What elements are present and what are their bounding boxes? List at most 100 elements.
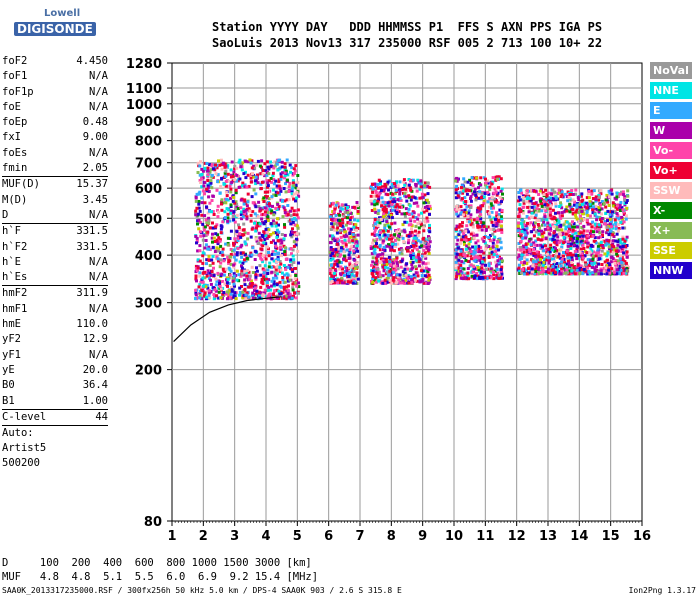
echo-point [273,270,277,274]
x-tick-label: 5 [293,529,302,544]
echo-point [329,277,333,281]
echo-point [557,211,561,215]
echo-point [203,166,207,170]
echo-point [571,220,574,224]
echo-point [207,293,211,297]
echo-point [617,267,621,271]
echo-point [283,162,287,166]
echo-point [545,194,549,198]
echo-point [622,251,626,255]
echo-point [213,166,217,170]
echo-point [217,279,221,283]
echo-point [347,278,351,282]
echo-point [241,215,245,219]
echo-point [373,234,377,237]
echo-point [331,225,335,229]
echo-point [559,201,562,205]
echo-point [229,269,233,273]
legend-item: Vo+ [650,162,692,179]
echo-point [609,219,613,223]
echo-point [382,212,386,216]
echo-point [344,259,348,263]
echo-point [562,258,566,261]
echo-point [421,269,425,273]
echo-point [467,230,470,234]
echo-point [390,222,394,226]
echo-point [417,213,421,217]
x-tick-label: 4 [261,529,270,544]
echo-point [385,220,389,224]
echo-point [474,193,478,197]
echo-point [284,213,288,217]
echo-point [296,208,300,212]
echo-point [381,252,385,256]
divider [2,176,108,178]
echo-point [407,183,411,187]
echo-point [277,257,280,261]
echo-point [475,277,479,281]
echo-point [404,273,408,277]
echo-point [353,262,357,266]
echo-point [382,209,386,213]
echo-point [402,180,406,184]
echo-point [500,224,503,228]
echo-point [523,231,527,235]
echo-point [464,229,468,233]
echo-point [527,207,531,211]
echo-point [522,220,526,224]
echo-point [602,239,606,243]
echo-point [551,223,555,227]
echo-point [495,214,499,218]
echo-point [622,193,626,197]
echo-point [206,173,210,177]
echo-point [387,243,390,247]
echo-point [227,208,231,212]
echo-point [545,256,549,260]
echo-point [270,279,274,283]
echo-point [492,253,496,257]
param-row: foE N/A [2,100,108,115]
echo-point [611,233,615,237]
echo-point [567,230,571,234]
echo-point [456,177,460,181]
echo-point [466,215,470,219]
echo-point [208,264,212,267]
echo-point [588,200,592,204]
echo-point [467,238,471,241]
echo-point [611,201,615,205]
echo-point [292,197,296,201]
echo-point [208,271,212,275]
echo-point [496,228,500,232]
echo-point [206,186,210,190]
echo-point [624,271,628,275]
echo-point [214,257,218,261]
echo-point [427,268,431,272]
echo-point [215,166,219,170]
echo-point [281,278,285,282]
echo-point [391,242,394,246]
echo-point [253,166,257,170]
echo-point [234,188,238,192]
echo-point [420,265,424,269]
echo-point [469,263,473,267]
echo-point [257,221,260,225]
echo-point [460,186,463,190]
echo-point [241,290,245,294]
param-row: hmF2 311.9 [2,286,108,301]
echo-point [334,214,338,217]
echo-point [266,204,269,208]
echo-point [292,213,296,217]
echo-point [264,234,268,238]
echo-point [519,233,523,237]
param-value: N/A [89,100,108,113]
echo-point [356,204,360,208]
echo-point [271,204,274,208]
echo-point [461,213,465,217]
echo-point [403,281,407,285]
echo-point [395,232,399,236]
echo-point [279,262,283,266]
echo-point [207,254,211,258]
echo-point [532,241,536,245]
echo-point [271,219,275,223]
echo-point [372,187,376,191]
